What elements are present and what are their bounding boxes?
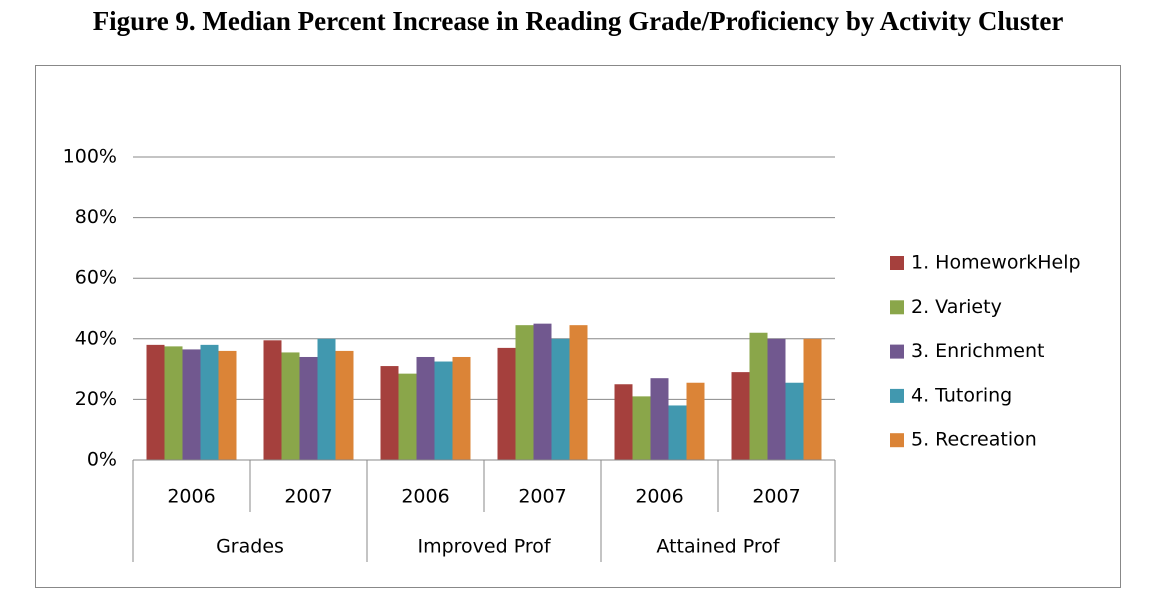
y-tick-label: 0% xyxy=(87,449,117,471)
group-label: Improved Prof xyxy=(417,536,551,558)
bar xyxy=(749,332,768,460)
x-tick-label: 2006 xyxy=(167,486,215,508)
x-tick-label: 2007 xyxy=(284,486,332,508)
chart-title: Figure 9. Median Percent Increase in Rea… xyxy=(93,6,1064,36)
bar xyxy=(767,338,786,460)
legend-label: 3. Enrichment xyxy=(911,340,1044,362)
legend-swatch xyxy=(890,256,904,270)
legend-swatch xyxy=(890,433,904,448)
y-tick-label: 20% xyxy=(75,388,117,410)
bar xyxy=(200,344,219,460)
y-tick-label: 80% xyxy=(75,206,117,228)
bar xyxy=(614,384,633,460)
legend-label: 1. HomeworkHelp xyxy=(911,252,1081,274)
bar xyxy=(164,346,183,460)
legend-swatch xyxy=(890,344,904,359)
legend-swatch xyxy=(890,388,904,403)
bar xyxy=(785,382,804,460)
bar xyxy=(650,378,669,460)
bar xyxy=(551,338,570,460)
bar xyxy=(668,405,687,460)
legend-label: 5. Recreation xyxy=(911,429,1037,451)
bar xyxy=(632,396,651,460)
group-label: Attained Prof xyxy=(656,536,780,558)
bar xyxy=(218,350,237,460)
bar xyxy=(416,356,435,460)
bar xyxy=(515,325,534,460)
bar xyxy=(146,344,165,460)
bar xyxy=(398,373,417,460)
y-tick-label: 60% xyxy=(75,267,117,289)
bar xyxy=(803,338,822,460)
x-tick-label: 2006 xyxy=(401,486,449,508)
bar xyxy=(281,352,300,460)
x-tick-label: 2007 xyxy=(752,486,800,508)
chart-frame xyxy=(35,65,1121,588)
bar xyxy=(182,349,201,460)
y-tick-label: 40% xyxy=(75,327,117,349)
bar xyxy=(686,382,705,460)
bar xyxy=(731,372,750,460)
legend-swatch xyxy=(890,300,904,315)
bar xyxy=(317,338,336,460)
group-label: Grades xyxy=(216,536,284,558)
x-tick-label: 2006 xyxy=(635,486,683,508)
legend-label: 2. Variety xyxy=(911,296,1002,318)
bar xyxy=(497,347,516,460)
bar xyxy=(569,325,588,460)
bar xyxy=(533,323,552,460)
bar xyxy=(380,366,399,460)
bar xyxy=(335,350,354,460)
bar xyxy=(434,361,453,460)
bar xyxy=(299,356,318,460)
x-tick-label: 2007 xyxy=(518,486,566,508)
bar xyxy=(263,340,282,460)
y-tick-label: 100% xyxy=(63,146,117,168)
bar xyxy=(452,356,471,460)
legend-label: 4. Tutoring xyxy=(911,384,1012,406)
